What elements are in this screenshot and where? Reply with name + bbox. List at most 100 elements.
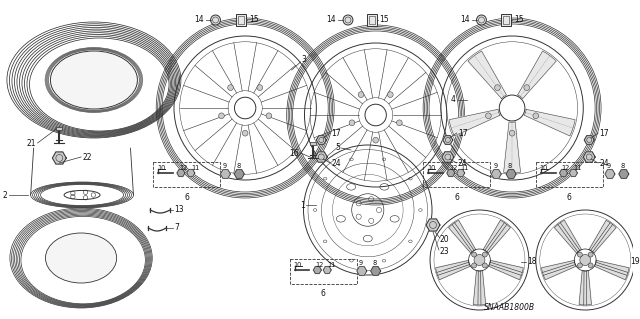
Text: 7: 7 <box>174 224 179 233</box>
Text: 22: 22 <box>82 152 92 161</box>
Circle shape <box>483 252 487 257</box>
Circle shape <box>219 113 225 119</box>
Polygon shape <box>449 109 500 136</box>
Polygon shape <box>589 220 616 253</box>
Text: 19: 19 <box>630 257 639 266</box>
Polygon shape <box>554 220 582 253</box>
Text: 16: 16 <box>289 149 298 158</box>
Circle shape <box>588 252 593 257</box>
Bar <box>501 14 511 26</box>
Text: 4: 4 <box>451 95 456 105</box>
Text: 24: 24 <box>599 159 609 167</box>
Bar <box>290 259 357 284</box>
Polygon shape <box>316 136 326 144</box>
Text: 10: 10 <box>294 262 302 268</box>
Text: 9: 9 <box>359 260 363 266</box>
Text: 6: 6 <box>321 290 326 299</box>
Polygon shape <box>473 271 486 305</box>
Circle shape <box>387 92 393 98</box>
Text: 8: 8 <box>621 163 625 169</box>
Circle shape <box>477 15 486 25</box>
Ellipse shape <box>45 233 116 283</box>
Polygon shape <box>559 169 568 176</box>
Circle shape <box>349 120 355 126</box>
Polygon shape <box>443 136 452 144</box>
Polygon shape <box>504 122 520 173</box>
Text: SNAAB1800B: SNAAB1800B <box>484 303 536 313</box>
Polygon shape <box>187 169 195 176</box>
Text: 12: 12 <box>561 165 570 171</box>
Polygon shape <box>314 267 321 273</box>
Text: 21: 21 <box>26 138 36 147</box>
Text: 6: 6 <box>184 192 189 202</box>
Text: 11: 11 <box>327 262 335 268</box>
Text: 5: 5 <box>335 144 340 152</box>
Text: 12: 12 <box>179 165 188 171</box>
Text: 11: 11 <box>191 165 199 171</box>
Polygon shape <box>357 267 367 275</box>
Text: 8: 8 <box>508 163 512 169</box>
Text: 6: 6 <box>567 192 572 202</box>
Text: 9: 9 <box>493 163 497 169</box>
Polygon shape <box>323 267 331 273</box>
Bar <box>423 162 490 187</box>
Circle shape <box>358 92 364 98</box>
Polygon shape <box>449 220 476 253</box>
Circle shape <box>474 255 485 265</box>
Polygon shape <box>541 260 576 280</box>
Text: 10: 10 <box>157 165 166 171</box>
Circle shape <box>580 255 591 265</box>
Circle shape <box>472 263 477 268</box>
Polygon shape <box>52 152 66 164</box>
Text: 11: 11 <box>461 165 469 171</box>
Polygon shape <box>570 169 577 176</box>
Polygon shape <box>492 170 501 178</box>
Circle shape <box>243 130 248 136</box>
Polygon shape <box>442 152 454 162</box>
Circle shape <box>495 85 500 91</box>
Bar <box>56 127 62 130</box>
Polygon shape <box>447 169 455 176</box>
Circle shape <box>343 15 353 25</box>
Polygon shape <box>605 170 615 178</box>
Circle shape <box>483 263 487 268</box>
Polygon shape <box>436 260 470 280</box>
Polygon shape <box>583 152 595 162</box>
Ellipse shape <box>51 51 138 109</box>
Polygon shape <box>483 220 510 253</box>
Polygon shape <box>234 170 244 178</box>
Polygon shape <box>584 136 594 144</box>
Text: 20: 20 <box>440 235 449 244</box>
Bar <box>238 16 244 24</box>
Bar <box>310 142 316 145</box>
Polygon shape <box>518 51 556 99</box>
Text: 9: 9 <box>607 163 611 169</box>
Polygon shape <box>506 170 516 178</box>
Circle shape <box>397 120 402 126</box>
Circle shape <box>472 252 477 257</box>
Text: 17: 17 <box>458 129 467 137</box>
Circle shape <box>524 85 529 91</box>
Text: 9: 9 <box>222 163 227 169</box>
Polygon shape <box>371 267 381 275</box>
Text: 14: 14 <box>326 16 336 25</box>
Text: 14: 14 <box>194 16 204 25</box>
Circle shape <box>577 263 582 268</box>
Text: 8: 8 <box>372 260 377 266</box>
Bar <box>536 162 603 187</box>
Text: 12: 12 <box>449 165 457 171</box>
Polygon shape <box>595 260 629 280</box>
Text: 12: 12 <box>316 262 324 268</box>
Circle shape <box>509 130 515 136</box>
Text: 1: 1 <box>300 201 305 210</box>
Circle shape <box>211 15 220 25</box>
Text: 17: 17 <box>599 129 609 137</box>
Circle shape <box>577 252 582 257</box>
Polygon shape <box>457 169 465 176</box>
Polygon shape <box>524 109 575 136</box>
Text: 15: 15 <box>514 16 524 25</box>
Bar <box>369 16 374 24</box>
Text: 24: 24 <box>331 159 341 167</box>
Text: 18: 18 <box>527 257 536 266</box>
Text: 10: 10 <box>427 165 435 171</box>
